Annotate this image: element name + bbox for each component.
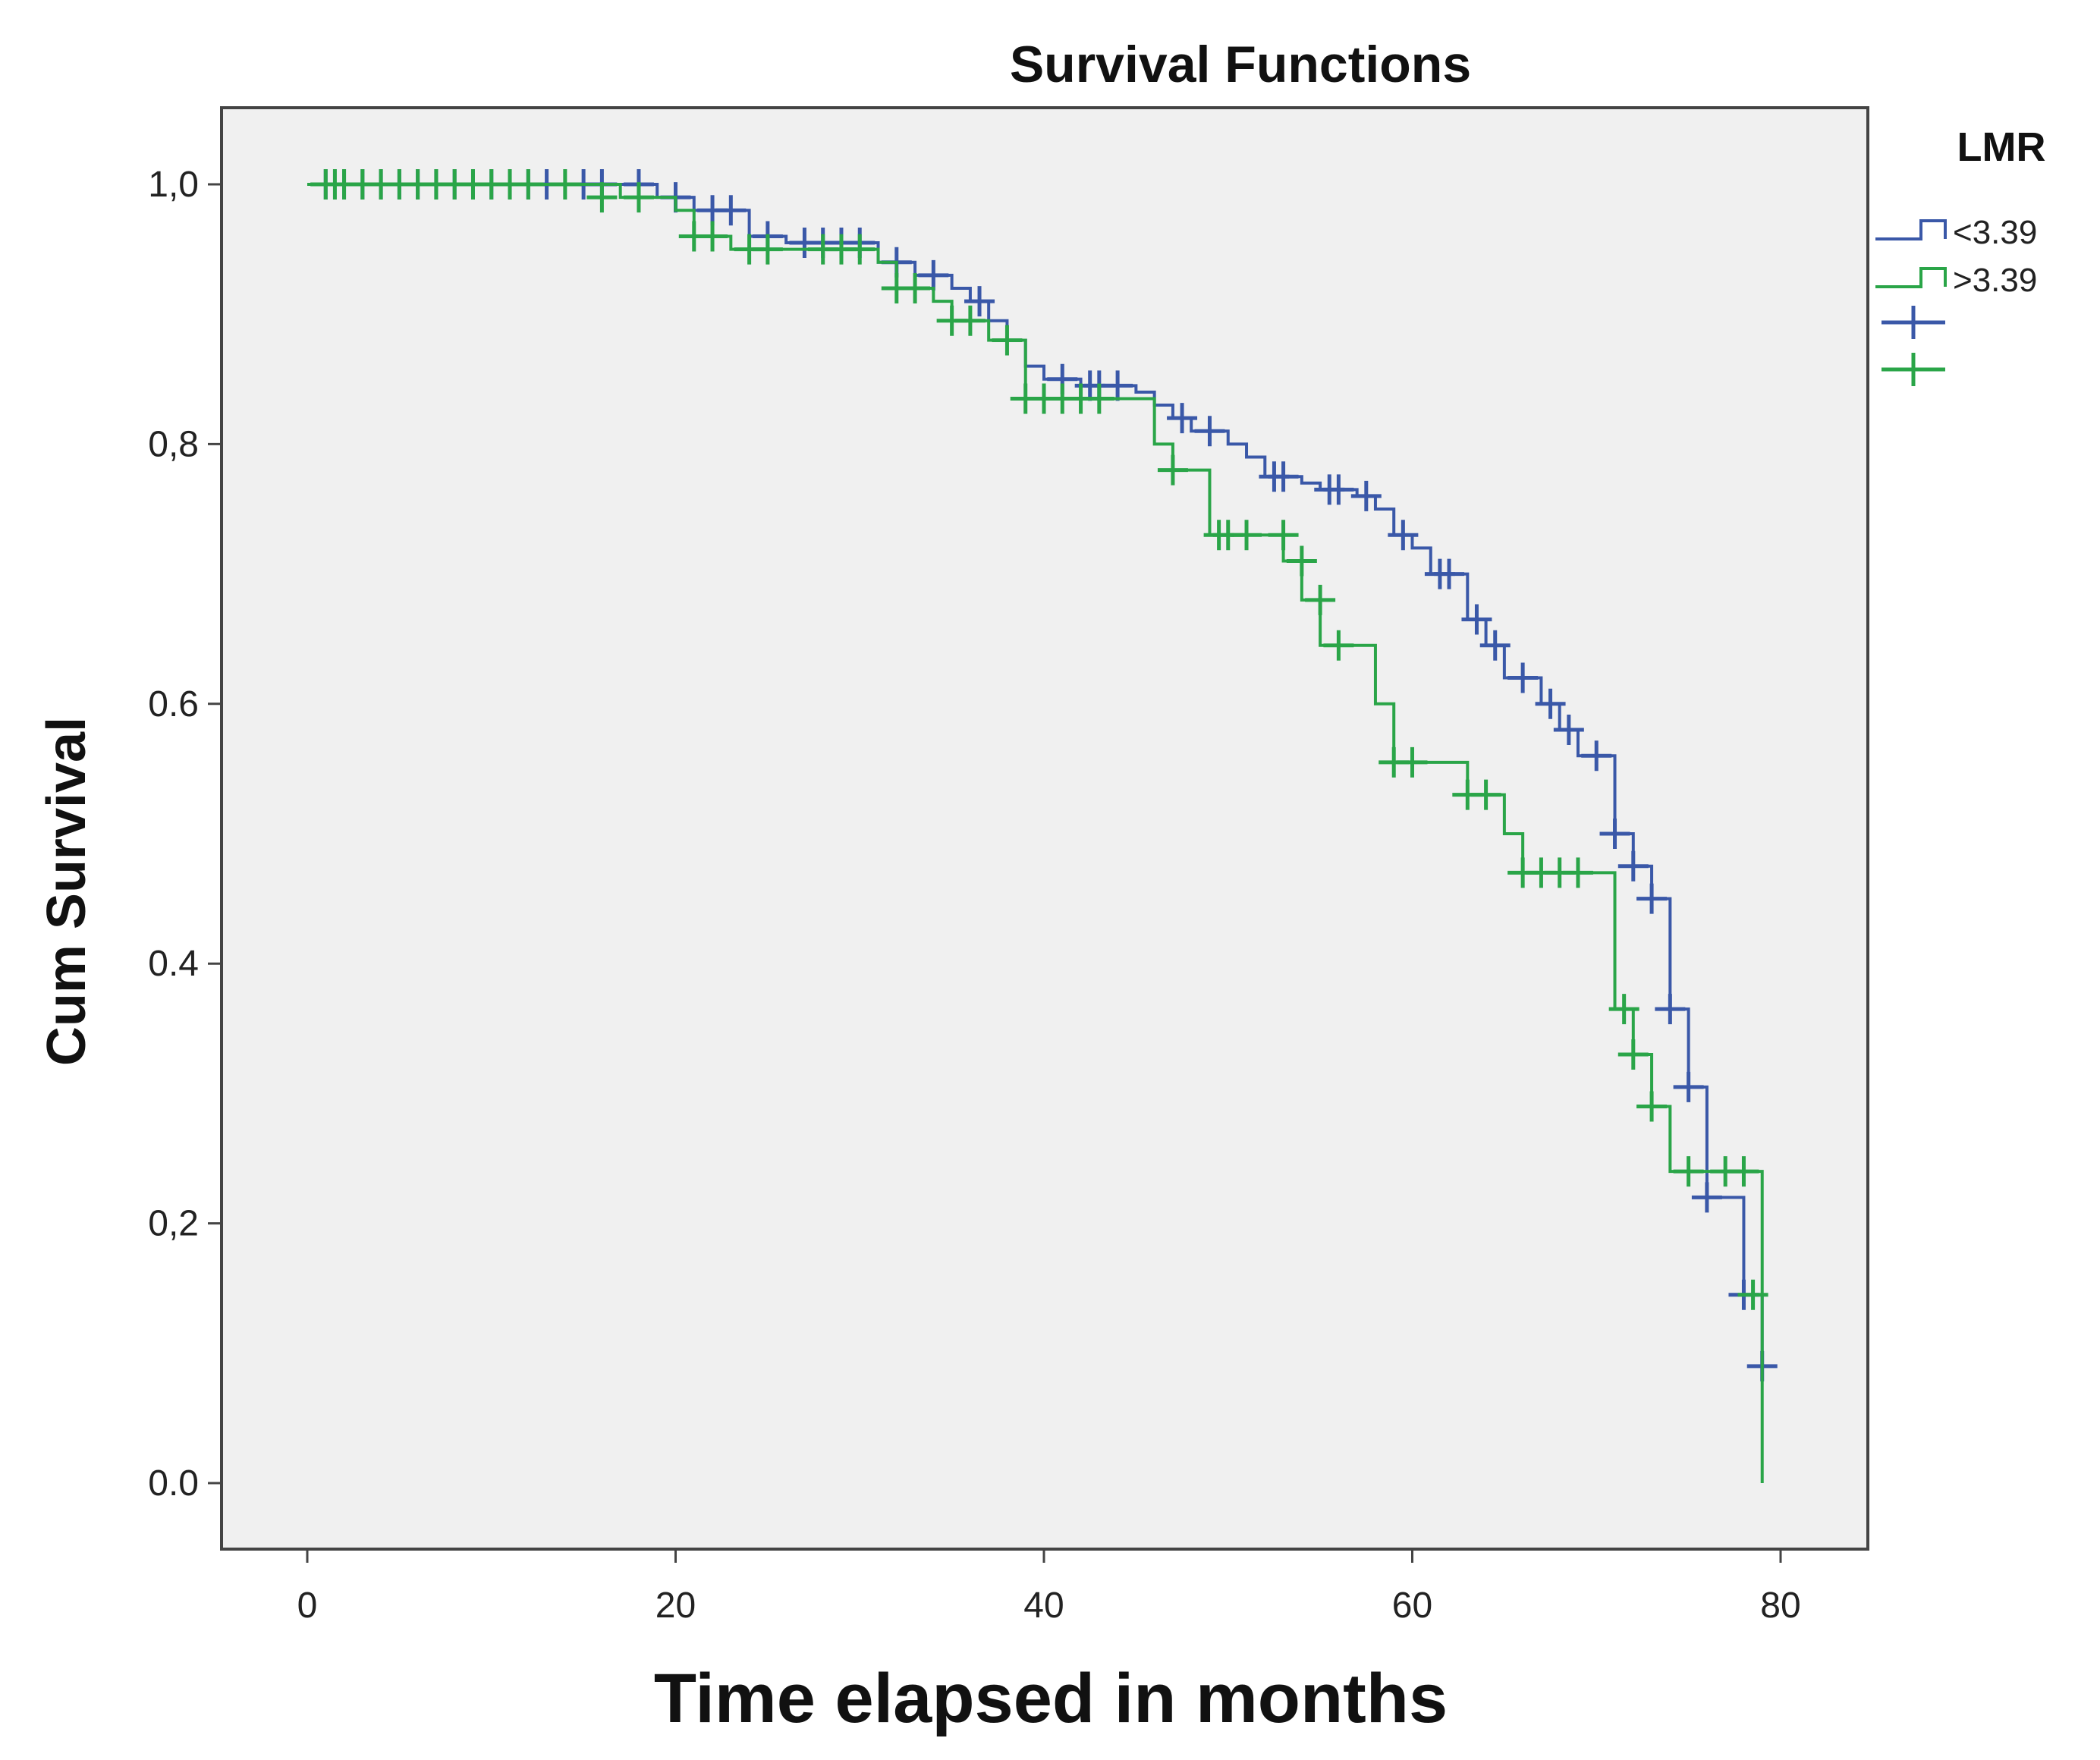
plot-area	[220, 106, 1869, 1551]
y-axis: 0.0 0,2 0.4 0.6 0,8 1,0	[148, 165, 222, 1504]
y-axis-label: Cum Survival	[36, 717, 97, 1066]
x-tick-label: 0	[297, 1586, 318, 1626]
x-axis: 0 20 40 60 80	[297, 1549, 1801, 1626]
censor-mark	[1655, 994, 1686, 1025]
censor-mark	[1691, 1182, 1722, 1213]
censor-mark	[918, 259, 949, 291]
censor-mark	[1562, 857, 1593, 888]
censor-mark	[1470, 779, 1501, 810]
censor-mark	[1388, 520, 1419, 551]
legend-line-symbol	[1875, 267, 1947, 288]
y-tick-label: 0.0	[148, 1463, 199, 1504]
x-tick-label: 80	[1760, 1586, 1800, 1626]
censor-mark	[1167, 403, 1198, 434]
censor-mark	[1608, 994, 1639, 1025]
x-tick-label: 20	[655, 1586, 696, 1626]
censor-mark	[1673, 1156, 1704, 1187]
x-tick-label: 60	[1392, 1586, 1432, 1626]
censor-mark	[697, 221, 728, 252]
legend-line-symbol	[1875, 219, 1947, 240]
censor-mark	[1350, 480, 1382, 511]
censor-mark	[954, 305, 986, 336]
y-tick-label: 0.4	[148, 944, 199, 984]
censor-mark	[1636, 1091, 1668, 1122]
censor-mark	[1673, 1071, 1704, 1102]
chart-title: Survival Functions	[1010, 36, 1471, 93]
censor-mark	[1599, 819, 1630, 849]
x-tick-label: 40	[1023, 1586, 1064, 1626]
censor-mark	[964, 286, 995, 317]
censor-mark	[623, 182, 654, 213]
legend-entry	[1882, 353, 1945, 386]
censor-mark	[1231, 520, 1262, 551]
censor-mark	[1737, 1279, 1768, 1310]
censor-mark	[1434, 558, 1465, 589]
censor-mark	[992, 325, 1023, 356]
series-layer	[307, 169, 1778, 1483]
censor-mark	[1617, 850, 1649, 882]
censor-mark	[1268, 520, 1299, 551]
legend-label: <3.39	[1953, 214, 2037, 251]
legend-entry: >3.39	[1875, 262, 2037, 299]
x-axis-label: Time elapsed in months	[654, 1660, 1448, 1737]
y-tick-label: 0,2	[148, 1204, 199, 1244]
censor-mark	[1553, 715, 1584, 746]
y-tick-label: 0.6	[148, 684, 199, 724]
censor-mark	[1728, 1156, 1759, 1187]
censor-mark	[1461, 604, 1492, 635]
censor-mark	[1323, 630, 1354, 661]
legend-censor-symbol	[1882, 353, 1945, 386]
censor-mark	[1286, 545, 1317, 577]
censor-mark	[1102, 370, 1133, 401]
censor-mark	[1535, 688, 1566, 719]
censor-mark	[900, 272, 931, 303]
censor-mark	[752, 234, 783, 265]
legend-entry	[1882, 306, 1945, 339]
legend-entry: <3.39	[1875, 214, 2037, 251]
censor-mark	[513, 169, 544, 200]
legend-censor-symbol	[1882, 306, 1945, 339]
censor-mark	[1617, 1039, 1649, 1070]
censor-mark	[1157, 454, 1188, 486]
censor-mark	[586, 182, 618, 213]
censor-mark	[1397, 746, 1428, 778]
censor-mark	[1636, 883, 1668, 914]
censor-mark	[715, 195, 747, 226]
censor-mark	[1305, 584, 1336, 615]
legend-title: LMR	[1957, 124, 2046, 170]
censor-mark	[1323, 474, 1354, 505]
censor-mark	[1581, 740, 1612, 772]
legend-label: >3.39	[1953, 262, 2037, 299]
y-tick-label: 0,8	[148, 424, 199, 464]
censor-mark	[1479, 630, 1511, 661]
censor-mark	[1268, 461, 1299, 492]
y-tick-label: 1,0	[148, 165, 199, 205]
censor-mark	[844, 234, 876, 265]
series-lmr-high	[307, 169, 1768, 1483]
legend: LMR <3.39 >3.39	[1875, 124, 2045, 386]
censor-mark	[549, 169, 580, 200]
censor-mark	[1083, 383, 1114, 414]
censor-mark	[1507, 662, 1539, 693]
censor-mark	[1194, 416, 1225, 447]
survival-step-line	[307, 183, 1771, 1368]
